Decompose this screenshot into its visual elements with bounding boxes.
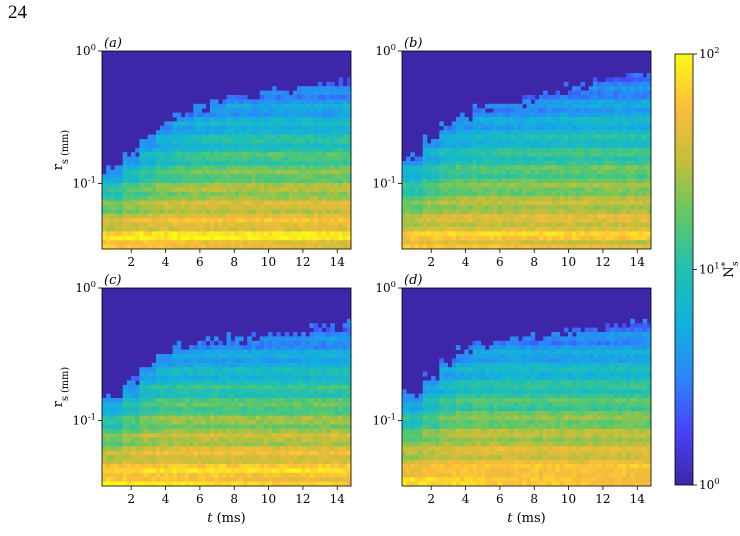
x-tick-label: 10 xyxy=(261,492,276,506)
heatmap-cells xyxy=(102,77,352,250)
x-tick-label: 8 xyxy=(230,255,238,269)
y-tick-label: 100 xyxy=(375,42,396,58)
x-axis-label: t (ms) xyxy=(207,511,246,526)
axes-frame xyxy=(401,50,652,250)
page-number: 24 xyxy=(8,2,27,23)
panel-label: (d) xyxy=(404,273,422,288)
x-tick-label: 14 xyxy=(630,492,646,506)
colorbar: 100 101 102 N*s xyxy=(674,45,740,492)
x-tick-label: 2 xyxy=(427,492,435,506)
colorbar-label: N*s xyxy=(721,261,740,278)
axes-frame xyxy=(401,287,652,487)
y-tick-label: 100 xyxy=(75,42,96,58)
x-tick-label: 6 xyxy=(196,255,204,269)
x-tick-label: 2 xyxy=(427,255,435,269)
y-tick-label: 10-1 xyxy=(73,411,96,427)
colorbar-tick-label: 101 xyxy=(699,261,720,277)
panel-label: (b) xyxy=(404,36,422,51)
y-tick-label: 10-1 xyxy=(373,411,396,427)
y-axis-label: rs (mm) xyxy=(51,130,71,171)
panel-c: 2 4 6 8 10 12 14 10-1 100 (c) rs (mm) t (ms) xyxy=(51,273,352,526)
x-tick-label: 10 xyxy=(561,492,576,506)
x-tick-label: 4 xyxy=(462,255,470,269)
heatmap-cells xyxy=(402,318,652,487)
x-tick-label: 12 xyxy=(595,492,610,506)
y-tick-label: 10-1 xyxy=(373,174,396,190)
x-tick-label: 6 xyxy=(496,492,504,506)
x-tick-label: 12 xyxy=(295,255,310,269)
colorbar-tick-label: 100 xyxy=(699,476,720,492)
panel-label: (c) xyxy=(104,273,121,288)
x-tick-label: 14 xyxy=(630,255,646,269)
panel-b: 2 4 6 8 10 12 14 10-1 100 (b) xyxy=(373,36,652,269)
heatmap-cells xyxy=(402,73,652,250)
x-tick-label: 14 xyxy=(330,255,346,269)
axes-frame xyxy=(101,50,352,250)
x-tick-label: 12 xyxy=(595,255,610,269)
x-tick-label: 2 xyxy=(127,255,135,269)
x-tick-label: 4 xyxy=(162,492,170,506)
x-tick-label: 8 xyxy=(230,492,238,506)
colorbar-tick-label: 102 xyxy=(699,45,720,61)
panel-label: (a) xyxy=(104,36,122,51)
axes-frame xyxy=(101,287,352,487)
x-axis-label: t (ms) xyxy=(507,511,546,526)
x-tick-label: 8 xyxy=(530,255,538,269)
x-tick-label: 10 xyxy=(261,255,276,269)
x-tick-label: 8 xyxy=(530,492,538,506)
panel-d: 2 4 6 8 10 12 14 10-1 100 (d) t (ms) xyxy=(373,273,652,526)
y-tick-label: 100 xyxy=(75,279,96,295)
x-tick-label: 6 xyxy=(196,492,204,506)
y-tick-label: 10-1 xyxy=(73,174,96,190)
x-tick-label: 12 xyxy=(295,492,310,506)
y-axis-label: rs (mm) xyxy=(51,367,71,408)
x-tick-label: 6 xyxy=(496,255,504,269)
x-tick-label: 2 xyxy=(127,492,135,506)
x-tick-label: 14 xyxy=(330,492,346,506)
panel-a: 2 4 6 8 10 12 14 10-1 100 (a) rs (mm) xyxy=(51,36,352,269)
y-tick-label: 100 xyxy=(375,279,396,295)
x-tick-label: 10 xyxy=(561,255,576,269)
x-tick-label: 4 xyxy=(162,255,170,269)
x-tick-label: 4 xyxy=(462,492,470,506)
heatmap-cells xyxy=(102,318,352,487)
colorbar-gradient xyxy=(675,54,693,485)
